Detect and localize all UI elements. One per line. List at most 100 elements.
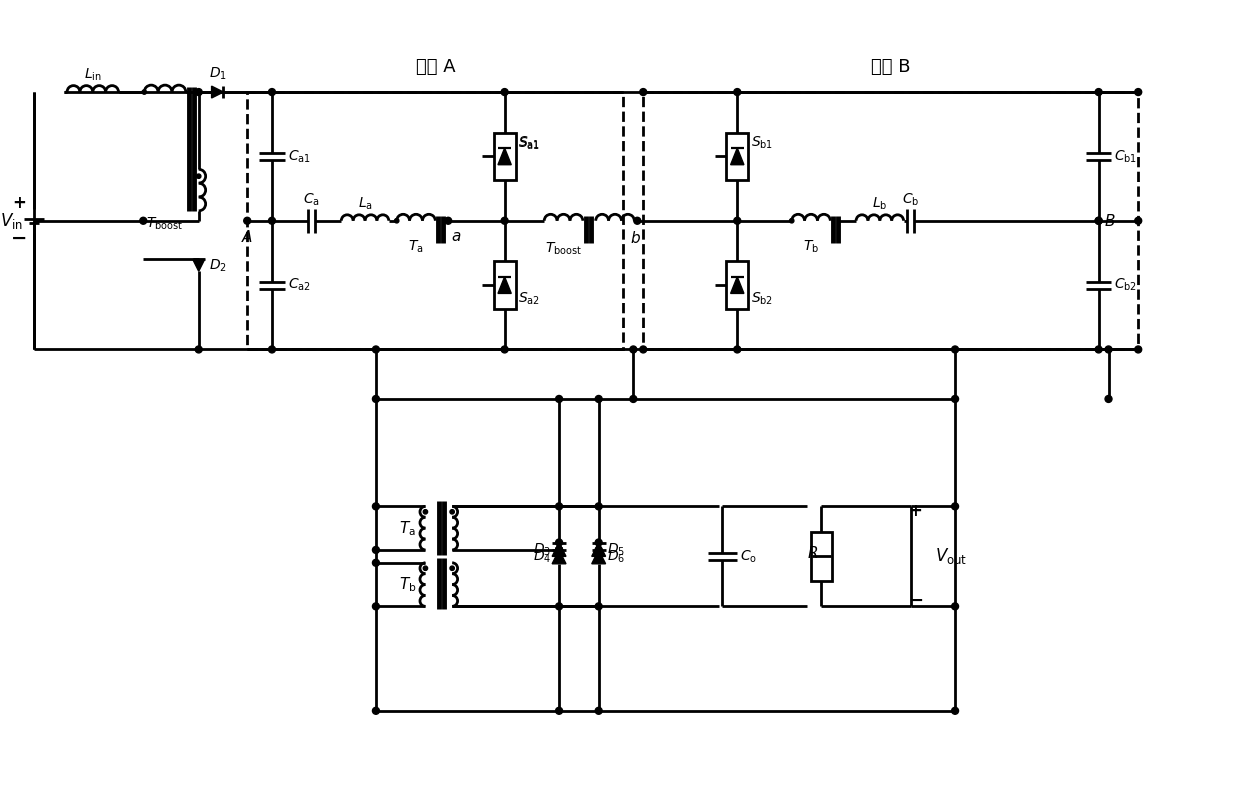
- Polygon shape: [498, 148, 511, 165]
- Circle shape: [501, 346, 508, 353]
- Circle shape: [640, 346, 647, 353]
- Text: $T_{\rm boost}$: $T_{\rm boost}$: [146, 216, 184, 232]
- Circle shape: [734, 346, 740, 353]
- Circle shape: [734, 88, 740, 95]
- Polygon shape: [192, 260, 205, 271]
- Polygon shape: [498, 277, 511, 294]
- Circle shape: [196, 174, 201, 178]
- Circle shape: [423, 510, 428, 514]
- Text: $A$: $A$: [241, 229, 253, 245]
- Circle shape: [372, 395, 379, 402]
- Circle shape: [951, 708, 959, 714]
- Bar: [247, 92, 624, 350]
- Circle shape: [630, 395, 637, 402]
- Circle shape: [1135, 346, 1142, 353]
- Polygon shape: [212, 86, 223, 98]
- Circle shape: [595, 603, 603, 610]
- Circle shape: [501, 217, 508, 224]
- Circle shape: [244, 217, 250, 224]
- Text: $S_{\rm b2}$: $S_{\rm b2}$: [751, 290, 774, 307]
- Text: $C_{\rm b2}$: $C_{\rm b2}$: [1115, 277, 1137, 294]
- Bar: [727, 261, 748, 308]
- Text: $D_5$: $D_5$: [606, 541, 625, 558]
- Circle shape: [372, 503, 379, 510]
- Circle shape: [595, 503, 603, 510]
- Text: $L_{\rm in}$: $L_{\rm in}$: [84, 67, 102, 83]
- Text: $C_{\rm b1}$: $C_{\rm b1}$: [1115, 148, 1137, 165]
- Text: −: −: [11, 229, 27, 248]
- Circle shape: [394, 219, 399, 223]
- Circle shape: [1135, 217, 1142, 224]
- Text: 模块 A: 模块 A: [415, 58, 455, 77]
- Circle shape: [1095, 88, 1102, 95]
- Polygon shape: [730, 277, 744, 294]
- Text: $C_{\rm a}$: $C_{\rm a}$: [303, 192, 320, 208]
- Circle shape: [595, 395, 603, 402]
- Text: $D_2$: $D_2$: [208, 257, 227, 274]
- Text: $S_{\rm a1}$: $S_{\rm a1}$: [518, 136, 541, 152]
- Text: $V_{\rm out}$: $V_{\rm out}$: [935, 546, 967, 567]
- Circle shape: [630, 346, 637, 353]
- Circle shape: [951, 395, 959, 402]
- Text: $T_{\rm a}$: $T_{\rm a}$: [408, 238, 423, 255]
- Circle shape: [556, 503, 563, 510]
- Circle shape: [640, 88, 647, 95]
- Bar: [811, 532, 832, 581]
- Circle shape: [140, 217, 146, 224]
- Circle shape: [1105, 346, 1112, 353]
- Circle shape: [1095, 217, 1102, 224]
- Circle shape: [790, 219, 794, 223]
- Text: $S_{\rm b1}$: $S_{\rm b1}$: [751, 135, 774, 151]
- Circle shape: [556, 539, 563, 546]
- Bar: [727, 133, 748, 180]
- Circle shape: [595, 539, 603, 546]
- Text: $C_{\rm a1}$: $C_{\rm a1}$: [288, 148, 311, 165]
- Polygon shape: [552, 543, 565, 556]
- Bar: [644, 92, 1138, 350]
- Circle shape: [195, 88, 202, 95]
- Circle shape: [1105, 395, 1112, 402]
- Circle shape: [372, 559, 379, 567]
- Circle shape: [556, 708, 563, 714]
- Circle shape: [269, 88, 275, 95]
- Circle shape: [195, 346, 202, 353]
- Circle shape: [595, 708, 603, 714]
- Circle shape: [951, 346, 959, 353]
- Text: $C_{\rm o}$: $C_{\rm o}$: [740, 548, 758, 565]
- Circle shape: [372, 603, 379, 610]
- Text: +: +: [12, 194, 26, 212]
- Circle shape: [734, 217, 740, 224]
- Polygon shape: [552, 550, 565, 564]
- Text: −: −: [908, 593, 923, 611]
- Circle shape: [595, 547, 603, 553]
- Polygon shape: [591, 550, 605, 564]
- Circle shape: [501, 88, 508, 95]
- Text: $b$: $b$: [630, 230, 641, 245]
- Circle shape: [269, 217, 275, 224]
- Circle shape: [951, 603, 959, 610]
- Text: $L_{\rm b}$: $L_{\rm b}$: [872, 196, 888, 211]
- Text: $T_{\rm a}$: $T_{\rm a}$: [399, 519, 415, 537]
- Circle shape: [143, 90, 146, 94]
- Text: +: +: [909, 503, 923, 520]
- Text: $C_{\rm b}$: $C_{\rm b}$: [901, 192, 919, 208]
- Text: $R$: $R$: [807, 545, 818, 562]
- Circle shape: [556, 603, 563, 610]
- Circle shape: [556, 547, 563, 553]
- Text: 模块 B: 模块 B: [870, 58, 910, 77]
- Circle shape: [634, 217, 641, 224]
- Text: $C_{\rm a2}$: $C_{\rm a2}$: [288, 277, 311, 294]
- Text: $T_{\rm boost}$: $T_{\rm boost}$: [544, 241, 582, 257]
- Circle shape: [372, 708, 379, 714]
- Circle shape: [1135, 88, 1142, 95]
- Circle shape: [951, 503, 959, 510]
- Polygon shape: [591, 543, 605, 556]
- Circle shape: [450, 510, 454, 514]
- Circle shape: [450, 566, 454, 570]
- Circle shape: [372, 346, 379, 353]
- Circle shape: [269, 346, 275, 353]
- Text: $a$: $a$: [451, 230, 461, 244]
- Circle shape: [1095, 346, 1102, 353]
- Text: $D_3$: $D_3$: [533, 541, 551, 558]
- Bar: [494, 133, 516, 180]
